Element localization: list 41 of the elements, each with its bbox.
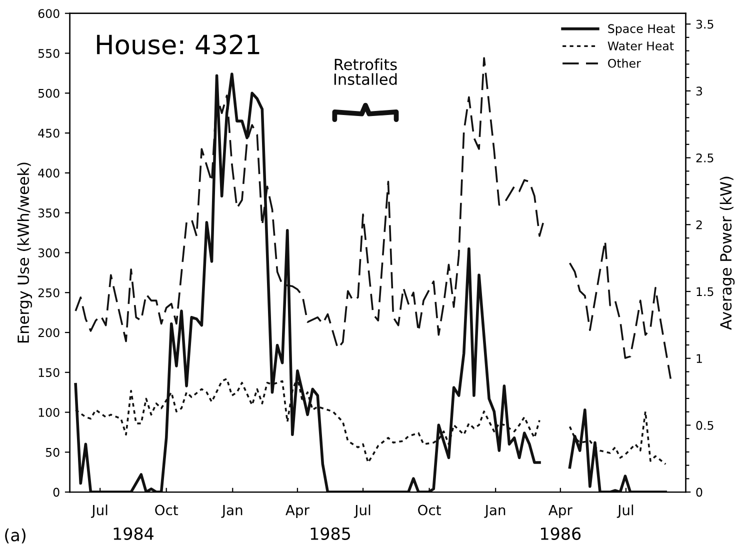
y-tick-label: 450 (38, 128, 60, 138)
text: (a) (5, 528, 26, 544)
x-tick-label: Jul (354, 504, 370, 518)
x-tick-label: Jan (221, 504, 242, 518)
x-tick-label: Apr (548, 504, 572, 518)
x-tick-label: Oct (418, 504, 441, 516)
y-tick-label: 150 (38, 368, 60, 378)
y2-axis-title: Average Power (kW) (720, 176, 735, 330)
y-tick-label: 100 (38, 408, 60, 417)
y2-tick-label: 3.5 (696, 20, 714, 29)
y-tick-label: 50 (46, 448, 60, 457)
y-tick-label: 400 (38, 168, 60, 178)
x-tick-label: Jan (484, 504, 506, 518)
y2-tick-label: 0.5 (696, 420, 714, 430)
y2-tick-label: 1.5 (696, 287, 714, 296)
y-tick-label: 0 (53, 488, 60, 497)
y-tick-label: 300 (38, 248, 60, 258)
legend-label: Water Heat (608, 42, 674, 50)
y-axis-title: Energy Use (kWh/week) (17, 162, 32, 342)
y-tick-label: 550 (38, 48, 60, 58)
legend-label: Space Heat (608, 24, 675, 36)
y-tick-label: 500 (38, 88, 60, 98)
y-tick-label: 600 (38, 9, 60, 18)
x-tick-label: Jul (90, 504, 108, 518)
y-tick-label: 350 (38, 208, 60, 218)
y2-tick-label: 0 (696, 488, 702, 497)
annotation: Retrofits Installed (334, 58, 397, 86)
text: 1985 (310, 527, 350, 540)
legend-label: Other (608, 58, 641, 68)
y-tick-label: 250 (38, 288, 60, 298)
y2-tick-label: 2 (696, 220, 702, 230)
text: 1984 (114, 527, 154, 540)
y2-tick-label: 1 (696, 354, 702, 363)
text: 1986 (541, 527, 581, 540)
x-tick-label: Oct (155, 504, 178, 516)
y-tick-label: 200 (38, 328, 60, 338)
text: House: 4321 (97, 34, 260, 55)
y2-tick-label: 2.5 (696, 153, 714, 162)
x-tick-label: Apr (286, 504, 310, 518)
y2-tick-label: 3 (696, 86, 702, 96)
x-tick-label: Jul (616, 504, 634, 518)
